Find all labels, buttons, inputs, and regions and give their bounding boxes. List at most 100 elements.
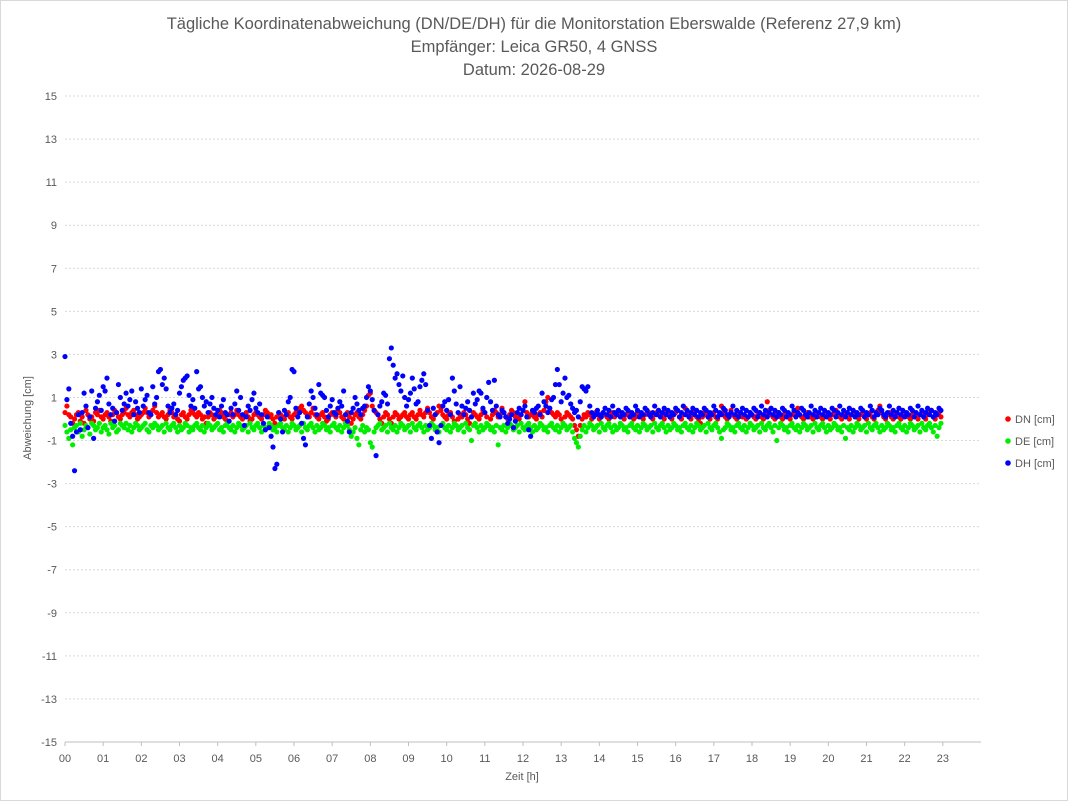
data-point bbox=[436, 440, 442, 446]
data-point bbox=[932, 422, 938, 429]
data-point bbox=[188, 403, 194, 409]
data-point bbox=[577, 433, 583, 439]
data-point bbox=[886, 422, 893, 429]
data-point bbox=[102, 388, 108, 394]
data-point bbox=[543, 403, 549, 409]
y-tick-label: -7 bbox=[47, 565, 57, 577]
data-point bbox=[938, 407, 944, 413]
data-point bbox=[260, 420, 267, 426]
data-point bbox=[365, 384, 372, 390]
data-point bbox=[371, 407, 377, 413]
data-point bbox=[640, 416, 646, 422]
data-point bbox=[104, 375, 110, 381]
data-point bbox=[896, 405, 902, 411]
data-point bbox=[234, 425, 240, 431]
data-point bbox=[320, 409, 326, 416]
y-tick-label: -13 bbox=[41, 694, 57, 706]
data-point bbox=[478, 390, 484, 396]
data-point bbox=[87, 414, 93, 420]
data-point bbox=[541, 399, 547, 405]
data-point bbox=[199, 422, 205, 429]
data-point bbox=[674, 407, 681, 413]
data-point bbox=[407, 390, 414, 396]
data-point bbox=[207, 422, 213, 429]
data-point bbox=[358, 427, 364, 433]
data-point bbox=[779, 416, 786, 422]
data-point bbox=[134, 422, 141, 429]
x-tick-label: 06 bbox=[288, 753, 300, 765]
data-point bbox=[480, 405, 486, 411]
data-point bbox=[405, 397, 412, 403]
data-point bbox=[842, 435, 849, 441]
data-point bbox=[402, 394, 408, 401]
data-point bbox=[665, 407, 671, 413]
data-point bbox=[291, 422, 297, 429]
data-point bbox=[839, 416, 845, 422]
data-point bbox=[598, 420, 604, 426]
data-point bbox=[558, 425, 564, 431]
data-point bbox=[390, 414, 396, 420]
data-point bbox=[253, 405, 259, 411]
data-point bbox=[728, 409, 734, 416]
data-point bbox=[774, 437, 780, 444]
data-point bbox=[415, 399, 421, 405]
data-point bbox=[445, 422, 452, 429]
data-point bbox=[362, 403, 368, 409]
data-point bbox=[419, 377, 425, 383]
data-point bbox=[905, 425, 912, 431]
data-point bbox=[325, 425, 331, 431]
data-point bbox=[194, 420, 200, 426]
data-point bbox=[264, 414, 270, 420]
data-point bbox=[493, 422, 499, 429]
data-point bbox=[341, 425, 347, 431]
data-point bbox=[585, 425, 591, 431]
data-point bbox=[661, 416, 667, 422]
data-point bbox=[85, 425, 91, 431]
data-point bbox=[239, 416, 246, 422]
data-point bbox=[66, 435, 72, 441]
data-point bbox=[644, 407, 650, 413]
data-point bbox=[337, 422, 343, 429]
data-point bbox=[142, 420, 148, 426]
data-point bbox=[570, 405, 576, 411]
data-point bbox=[848, 422, 854, 429]
x-tick-label: 01 bbox=[97, 753, 109, 765]
data-point bbox=[789, 420, 795, 426]
data-point bbox=[764, 399, 770, 405]
data-point bbox=[409, 420, 415, 426]
data-point bbox=[215, 420, 221, 426]
data-point bbox=[171, 420, 177, 426]
data-point bbox=[505, 425, 511, 431]
data-point bbox=[348, 433, 354, 439]
data-point bbox=[341, 388, 347, 394]
data-point bbox=[417, 420, 423, 426]
data-point bbox=[228, 427, 234, 433]
data-point bbox=[892, 414, 898, 420]
data-point bbox=[472, 420, 478, 426]
data-point bbox=[566, 392, 572, 398]
data-point bbox=[482, 409, 488, 416]
y-tick-label: 15 bbox=[45, 91, 57, 103]
data-point bbox=[600, 409, 606, 416]
data-point bbox=[632, 403, 639, 409]
data-point bbox=[608, 414, 614, 420]
data-point bbox=[337, 409, 343, 416]
x-tick-label: 12 bbox=[517, 753, 529, 765]
data-point bbox=[623, 425, 629, 431]
data-point bbox=[169, 405, 175, 411]
data-point bbox=[230, 412, 236, 418]
data-point bbox=[821, 407, 828, 413]
data-point bbox=[421, 429, 427, 435]
data-point bbox=[341, 416, 347, 422]
data-point bbox=[474, 425, 480, 431]
axes bbox=[64, 741, 981, 746]
data-point bbox=[121, 425, 127, 431]
data-point bbox=[331, 420, 337, 426]
data-point bbox=[255, 409, 261, 416]
data-point bbox=[421, 414, 427, 420]
data-point bbox=[917, 429, 923, 435]
data-point bbox=[197, 384, 204, 390]
data-point bbox=[178, 384, 185, 390]
data-point bbox=[892, 429, 898, 435]
data-point bbox=[201, 414, 207, 420]
